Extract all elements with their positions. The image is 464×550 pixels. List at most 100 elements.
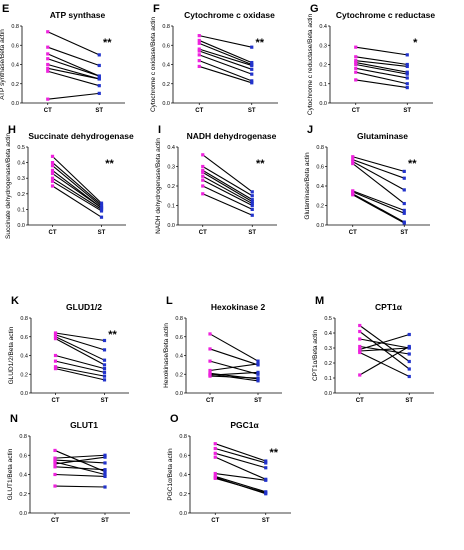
- ct-point: [53, 333, 58, 337]
- pair-line: [55, 334, 105, 351]
- ct-point: [354, 78, 358, 82]
- ct-point: [46, 66, 50, 70]
- st-point: [103, 455, 107, 459]
- ct-point: [354, 62, 358, 67]
- st-point: [250, 200, 254, 204]
- pair-line: [199, 39, 252, 64]
- ct-point: [213, 471, 217, 476]
- ct-point: [197, 49, 201, 53]
- pair-line: [209, 333, 259, 362]
- pair-line: [359, 333, 410, 351]
- pair-line: [52, 177, 102, 210]
- pair-line: [202, 166, 253, 197]
- ct-point: [53, 353, 58, 358]
- st-point: [407, 332, 411, 337]
- panel-f: F Cytochrome c oxidase 0.0 0.2 0.4 0.6 0.8 CT ST…: [150, 3, 278, 114]
- panel-title: Hexokinase 2: [211, 302, 266, 312]
- y-axis-label: Glutaminase/Beta actin: [304, 152, 311, 220]
- ct-point: [208, 368, 212, 373]
- y-tick-label: 0.0: [162, 101, 170, 107]
- st-point: [102, 370, 107, 374]
- significance-marker: **: [103, 37, 112, 49]
- ct-point: [358, 350, 362, 355]
- pair-line: [47, 67, 100, 80]
- panel-i: I NADH dehydrogenase 0.0 0.1 0.2 0.3 0.4 CT ST NA…: [155, 124, 277, 236]
- pair-line: [52, 180, 102, 212]
- x-tick-label: CT: [199, 230, 207, 236]
- st-point: [264, 459, 268, 463]
- ct-point: [358, 337, 362, 341]
- ct-point: [213, 455, 217, 459]
- y-tick-label: 0.0: [20, 391, 28, 397]
- st-point: [407, 374, 411, 379]
- y-tick-label: 0.8: [175, 316, 183, 322]
- st-point: [250, 60, 254, 65]
- st-point: [264, 461, 268, 465]
- x-tick-label: CT: [356, 398, 364, 404]
- ct-point: [201, 164, 205, 169]
- y-tick-label: 0.0: [319, 101, 327, 107]
- y-tick-label: 0.2: [316, 204, 324, 210]
- y-tick-label: 0.4: [316, 184, 324, 190]
- pair-line: [209, 371, 259, 376]
- ct-point: [53, 448, 57, 453]
- significance-marker: **: [408, 158, 417, 170]
- st-point: [250, 72, 254, 76]
- st-point: [99, 209, 104, 213]
- ct-point: [354, 45, 358, 49]
- pair-line: [54, 473, 106, 477]
- st-point: [97, 91, 101, 95]
- ct-point: [354, 70, 358, 74]
- y-tick-label: 0.5: [324, 316, 332, 322]
- st-point: [97, 63, 101, 68]
- pair-line: [355, 67, 408, 79]
- panel-o: O PGC1α 0.0 0.2 0.4 0.6 0.8 CT ST PGC1α/Beta acti…: [167, 413, 291, 524]
- y-tick-label: 0.4: [162, 63, 170, 69]
- y-tick-label: 0.1: [17, 207, 25, 213]
- pair-line: [199, 35, 252, 48]
- pair-line: [55, 366, 105, 377]
- panel-letter: F: [153, 3, 160, 15]
- st-point: [102, 374, 107, 378]
- ct-point: [197, 41, 201, 45]
- y-tick-label: 0.2: [17, 192, 25, 198]
- y-tick-label: 0.2: [11, 82, 19, 88]
- pair-line: [55, 338, 105, 366]
- ct-point: [208, 347, 212, 351]
- pair-line: [202, 171, 253, 203]
- x-tick-label: CT: [49, 230, 57, 236]
- ct-point: [351, 193, 355, 197]
- panel-letter: N: [10, 413, 18, 425]
- st-point: [250, 81, 254, 85]
- st-point: [250, 79, 254, 83]
- st-point: [405, 86, 409, 90]
- panel-h: H Succinate dehydrogenase 0.0 0.1 0.2 0.3 0.4 0…: [5, 124, 134, 239]
- y-axis-label: Succinate dehydrogenase/Beta actin: [5, 133, 12, 239]
- ct-point: [213, 442, 217, 446]
- pair-line: [47, 58, 100, 77]
- panel-e: E ATP synthase 0.0 0.2 0.4 0.6 0.8 CT ST ATP synt…: [0, 3, 125, 114]
- st-point: [102, 358, 107, 362]
- pair-line: [352, 161, 405, 191]
- pair-line: [352, 163, 405, 204]
- st-point: [256, 370, 260, 374]
- st-point: [99, 215, 104, 219]
- panel-title: Cytochrome c oxidase: [184, 10, 275, 20]
- st-point: [250, 63, 254, 68]
- pair-line: [355, 79, 408, 89]
- panel-letter: G: [310, 3, 319, 15]
- pair-line: [47, 70, 100, 87]
- y-tick-label: 0.2: [20, 372, 28, 378]
- y-tick-label: 0.1: [324, 376, 332, 382]
- panel-title: ATP synthase: [50, 10, 106, 20]
- st-point: [256, 379, 260, 383]
- st-point: [405, 64, 409, 69]
- ct-point: [208, 359, 212, 363]
- st-point: [250, 67, 254, 71]
- st-point: [102, 378, 107, 382]
- pair-line: [209, 348, 259, 366]
- panel-title: PGC1α: [230, 420, 259, 430]
- y-axis-label: CPT1α/Beta actin: [312, 330, 319, 381]
- ct-point: [354, 66, 358, 70]
